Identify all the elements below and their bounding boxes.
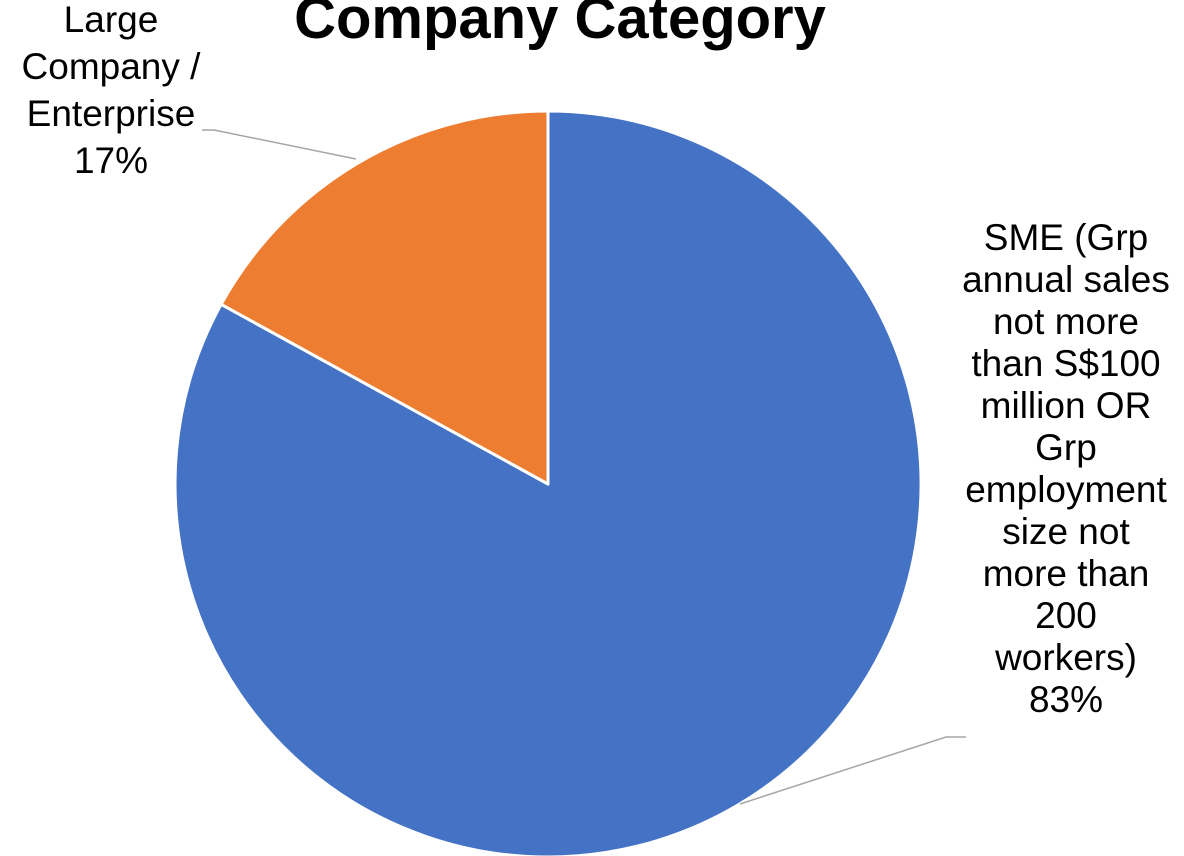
data-label-line: not more — [993, 301, 1139, 342]
data-label-line: 200 — [1035, 595, 1097, 636]
data-label-line: Company / — [22, 46, 202, 87]
data-label-line: employment — [965, 469, 1167, 510]
data-label-line: than S$100 — [971, 343, 1160, 384]
data-label-line: Grp — [1035, 427, 1097, 468]
data-label-line: annual sales — [962, 259, 1170, 300]
data-label-percent: 17% — [74, 140, 148, 181]
data-label-line: more than — [983, 553, 1150, 594]
leader-line-1 — [202, 129, 357, 160]
data-label-percent: 83% — [1029, 679, 1103, 720]
data-label-line: Large — [64, 0, 159, 40]
data-label-line: Enterprise — [27, 93, 196, 134]
data-label-0: SME (Grp annual sales not more than S$100 mi… — [962, 217, 1170, 720]
pie-slice-1 — [219, 109, 550, 486]
chart-title: Company Category — [294, 0, 826, 51]
pie-slice-0 — [173, 109, 923, 856]
data-label-line: million OR — [981, 385, 1152, 426]
data-label-line: SME (Grp — [984, 217, 1148, 258]
data-label-1: Large Company / Enterprise 17% — [22, 0, 202, 181]
data-label-line: workers) — [994, 637, 1137, 678]
leader-line-0 — [739, 736, 966, 805]
data-label-line: size not — [1002, 511, 1130, 552]
